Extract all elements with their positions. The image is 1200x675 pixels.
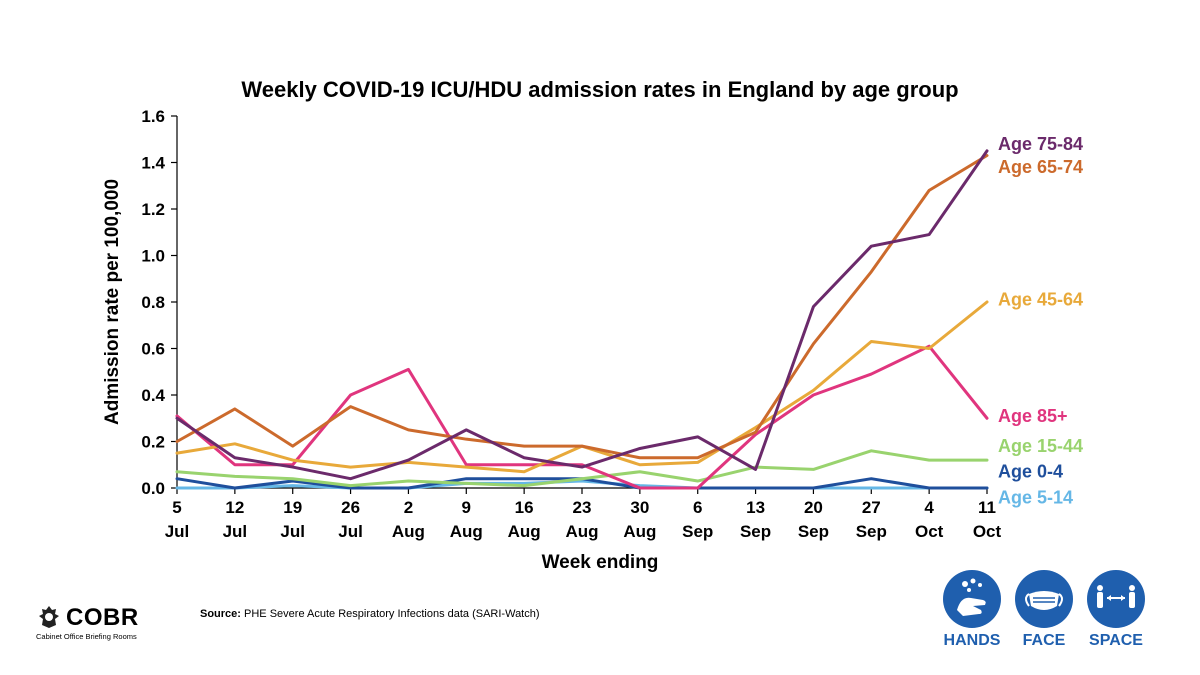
space-label: SPACE <box>1089 632 1143 649</box>
series-lines <box>175 149 989 490</box>
y-tick-label: 0.2 <box>141 433 165 452</box>
logo-name: COBR <box>66 604 139 631</box>
cobr-logo: COBR Cabinet Office Briefing Rooms <box>36 604 146 644</box>
y-tick-label: 1.2 <box>141 200 165 219</box>
y-tick-label: 0.8 <box>141 293 165 312</box>
series-label-age-5-14: Age 5-14 <box>998 487 1073 507</box>
series-line-age-5-14 <box>175 479 989 490</box>
x-tick-label-month: Jul <box>280 522 305 541</box>
x-tick-label-day: 12 <box>225 498 244 517</box>
crest-icon <box>39 606 59 628</box>
series-label-age-75-84: Age 75-84 <box>998 134 1083 154</box>
hands-label: HANDS <box>943 632 1001 649</box>
series-line-age-85- <box>175 344 989 490</box>
x-tick-label-month: Aug <box>450 522 483 541</box>
series-labels: Age 75-84 Age 65-74 Age 45-64 Age 85+ Age 15… <box>998 134 1083 507</box>
x-tick-label-month: Aug <box>392 522 425 541</box>
x-axis-title: Week ending <box>542 552 659 573</box>
x-tick-label-month: Jul <box>223 522 248 541</box>
x-tick-label-day: 6 <box>693 498 702 517</box>
x-tick-label-day: 4 <box>924 498 934 517</box>
face-badge: FACE <box>1012 570 1076 650</box>
x-tick-label-month: Oct <box>973 522 1002 541</box>
y-tick-label: 1.6 <box>141 107 165 126</box>
source-note: Source: PHE Severe Acute Respiratory Inf… <box>200 608 540 620</box>
x-tick-label-month: Sep <box>740 522 771 541</box>
y-axis-title: Admission rate per 100,000 <box>102 179 123 425</box>
series-label-age-45-64: Age 45-64 <box>998 290 1083 310</box>
source-label: Source: <box>200 608 241 620</box>
x-tick-label-day: 13 <box>746 498 765 517</box>
x-tick-label-day: 30 <box>630 498 649 517</box>
x-tick-label-day: 20 <box>804 498 823 517</box>
social-distance-icon <box>1087 570 1145 628</box>
series-line-age-15-44 <box>175 449 989 488</box>
y-tick-label: 0.0 <box>141 479 165 498</box>
series-label-age-85-: Age 85+ <box>998 406 1068 426</box>
x-tick-label-day: 27 <box>862 498 881 517</box>
x-tick-label-month: Jul <box>165 522 190 541</box>
series-label-age-15-44: Age 15-44 <box>998 436 1083 456</box>
series-label-age-65-74: Age 65-74 <box>998 157 1083 177</box>
x-tick-label-month: Aug <box>623 522 656 541</box>
x-tick-label-month: Sep <box>856 522 887 541</box>
x-tick-label-day: 5 <box>172 498 181 517</box>
series-line-age-65-74 <box>175 154 989 460</box>
hands-washing-icon <box>943 570 1001 628</box>
hands-face-space-badges: HANDS FACE SPACE <box>940 570 1150 660</box>
x-tick-label-day: 2 <box>404 498 413 517</box>
y-tick-label: 0.6 <box>141 340 165 359</box>
y-tick-label: 1.0 <box>141 247 165 266</box>
x-tick-label-month: Jul <box>338 522 363 541</box>
face-mask-icon <box>1015 570 1073 628</box>
series-label-age-0-4: Age 0-4 <box>998 462 1063 482</box>
y-tick-label: 0.4 <box>141 386 165 405</box>
x-tick-label-day: 11 <box>978 498 996 517</box>
source-text: PHE Severe Acute Respiratory Infections … <box>244 608 540 620</box>
space-badge: SPACE <box>1084 570 1148 650</box>
x-tick-label-month: Sep <box>798 522 829 541</box>
x-tick-label-day: 9 <box>462 498 471 517</box>
chart-title: Weekly COVID-19 ICU/HDU admission rates … <box>241 77 958 102</box>
logo-subtitle: Cabinet Office Briefing Rooms <box>36 632 137 641</box>
x-tick-label-day: 16 <box>515 498 534 517</box>
series-line-age-75-84 <box>175 149 989 481</box>
hands-badge: HANDS <box>940 570 1004 650</box>
x-tick-label-month: Sep <box>682 522 713 541</box>
x-tick-label-day: 26 <box>341 498 360 517</box>
x-tick-label-month: Oct <box>915 522 944 541</box>
x-tick-label-month: Aug <box>508 522 541 541</box>
axes: 0.0 0.2 0.4 0.6 0.8 1.0 1.2 1.4 1.6 5 Jul 12 Jul 19 Ju… <box>141 107 1001 541</box>
x-tick-label-day: 23 <box>573 498 592 517</box>
x-tick-label-month: Aug <box>565 522 598 541</box>
y-tick-label: 1.4 <box>141 154 165 173</box>
x-tick-label-day: 19 <box>283 498 302 517</box>
face-label: FACE <box>1022 632 1066 649</box>
